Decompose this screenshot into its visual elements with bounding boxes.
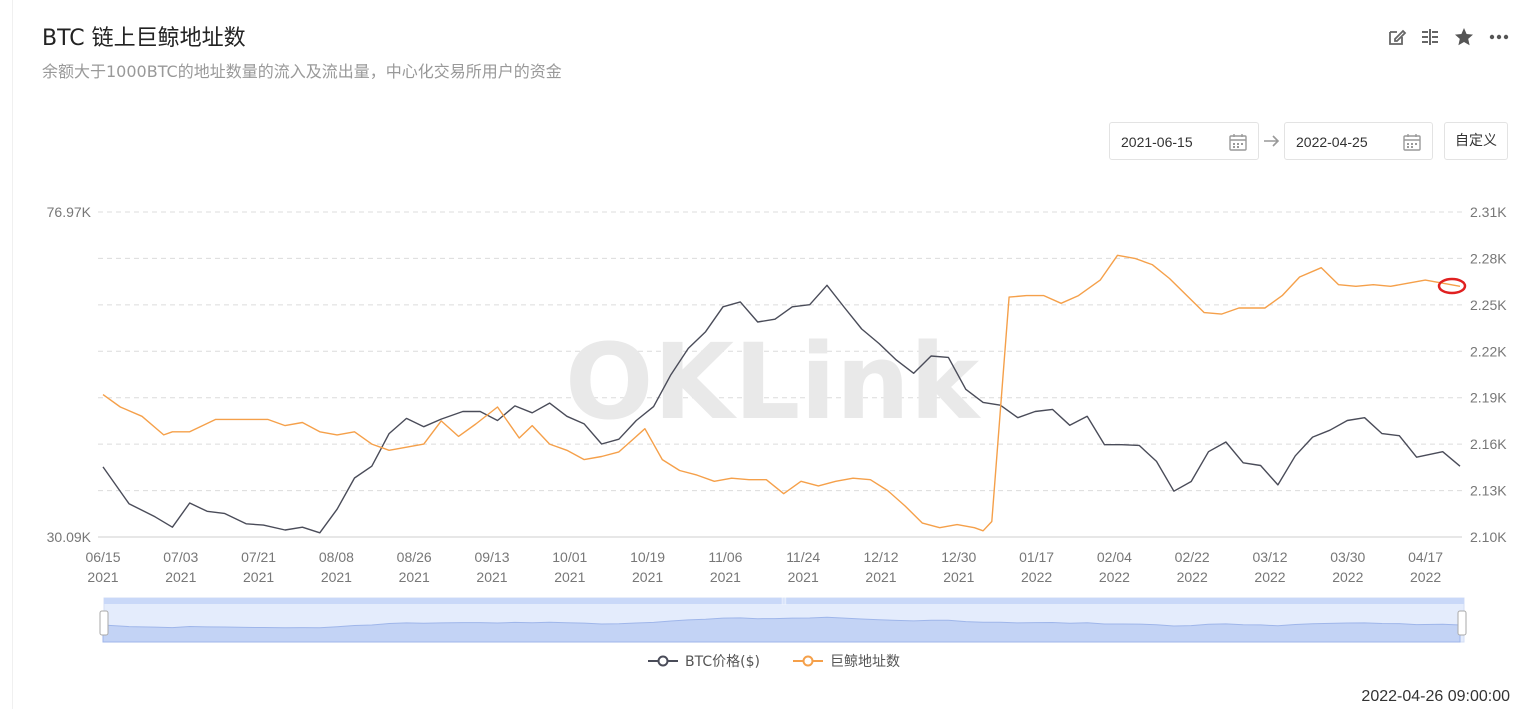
star-icon[interactable]	[1453, 26, 1475, 48]
x-tick-label: 02/22	[1175, 549, 1210, 565]
slider-grip-icon: |||	[781, 598, 787, 605]
x-tick-year: 2021	[243, 569, 274, 585]
right-axis: 2.31K 2.28K 2.25K 2.22K 2.19K 2.16K 2.13K 2.10K	[1470, 204, 1507, 545]
slider-handle[interactable]	[99, 610, 109, 636]
legend-label[interactable]: 巨鲸地址数	[830, 654, 900, 670]
whale-address-line	[102, 254, 1461, 532]
x-tick-year: 2021	[554, 569, 585, 585]
slider-handle[interactable]	[1457, 610, 1467, 636]
x-tick-year: 2021	[87, 569, 118, 585]
chart-toolbar	[1386, 26, 1512, 48]
right-tick-label: 2.28K	[1470, 250, 1507, 266]
compare-icon[interactable]	[1419, 26, 1441, 48]
edit-icon[interactable]	[1386, 26, 1408, 48]
calendar-icon	[1402, 132, 1422, 152]
x-tick-label: 01/17	[1019, 549, 1054, 565]
page-subtitle: 余额大于1000BTC的地址数量的流入及流出量，中心化交易所用户的资金	[42, 62, 562, 81]
x-tick-year: 2021	[632, 569, 663, 585]
left-tick-label: 30.09K	[47, 529, 92, 545]
x-tick-label: 11/24	[786, 549, 820, 565]
calendar-icon	[1228, 132, 1248, 152]
x-tick-label: 12/12	[863, 549, 898, 565]
right-tick-label: 2.31K	[1470, 204, 1507, 220]
highlight-circle	[1437, 277, 1467, 295]
right-tick-label: 2.13K	[1470, 483, 1507, 499]
x-tick-year: 2022	[1021, 569, 1052, 585]
right-tick-label: 2.22K	[1470, 343, 1507, 359]
x-tick-label: 03/12	[1252, 549, 1287, 565]
legend-label[interactable]: BTC价格($)	[685, 654, 760, 670]
x-tick-year: 2021	[476, 569, 507, 585]
x-tick-year: 2022	[1254, 569, 1285, 585]
x-tick-year: 2021	[943, 569, 974, 585]
x-tick-label: 09/13	[474, 549, 509, 565]
more-icon[interactable]	[1488, 26, 1510, 48]
chart-watermark: OKLink	[565, 321, 982, 443]
end-date-input[interactable]: 2022-04-25	[1284, 122, 1433, 160]
x-tick-label: 07/03	[163, 549, 198, 565]
x-tick-year: 2022	[1177, 569, 1208, 585]
x-tick-year: 2022	[1099, 569, 1130, 585]
x-tick-label: 08/26	[397, 549, 432, 565]
x-tick-year: 2022	[1332, 569, 1363, 585]
x-tick-label: 11/06	[708, 549, 742, 565]
x-tick-year: 2022	[1410, 569, 1441, 585]
legend-marker	[657, 655, 669, 667]
left-divider	[12, 0, 13, 709]
end-date-value: 2022-04-25	[1296, 134, 1368, 150]
x-tick-label: 04/17	[1408, 549, 1443, 565]
custom-range-button[interactable]: 自定义	[1444, 122, 1508, 160]
right-tick-label: 2.25K	[1470, 297, 1507, 313]
x-tick-label: 02/04	[1097, 549, 1132, 565]
right-tick-label: 2.10K	[1470, 529, 1507, 545]
right-tick-label: 2.19K	[1470, 390, 1507, 406]
x-tick-year: 2021	[321, 569, 352, 585]
slider-preview	[102, 616, 1461, 643]
chart-legend: BTC价格($) 巨鲸地址数	[648, 654, 900, 670]
btc-price-line	[102, 284, 1461, 534]
update-timestamp: 2022-04-26 09:00:00	[1361, 688, 1510, 705]
x-tick-label: 10/01	[552, 549, 587, 565]
x-tick-label: 03/30	[1330, 549, 1365, 565]
data-zoom-slider[interactable]: |||	[99, 597, 1467, 643]
x-axis: 06/15 2021 07/03 2021 07/21 2021 08/08 2021 08/2…	[85, 549, 1443, 585]
x-tick-label: 06/15	[85, 549, 120, 565]
left-axis: 76.97K 30.09K	[47, 204, 92, 545]
series-layer	[102, 254, 1461, 534]
x-tick-year: 2021	[399, 569, 430, 585]
page-title: BTC 链上巨鲸地址数	[42, 26, 246, 51]
arrow-right-icon	[1262, 131, 1282, 151]
x-tick-label: 07/21	[241, 549, 276, 565]
legend-marker	[802, 655, 814, 667]
x-tick-label: 12/30	[941, 549, 976, 565]
start-date-input[interactable]: 2021-06-15	[1109, 122, 1259, 160]
start-date-value: 2021-06-15	[1121, 134, 1193, 150]
x-tick-year: 2021	[865, 569, 896, 585]
slider-top-bar[interactable]	[104, 598, 1464, 604]
x-tick-year: 2021	[710, 569, 741, 585]
chart-grid	[98, 211, 1462, 538]
left-tick-label: 76.97K	[47, 204, 92, 220]
right-tick-label: 2.16K	[1470, 436, 1507, 452]
x-tick-year: 2021	[165, 569, 196, 585]
x-tick-label: 10/19	[630, 549, 665, 565]
x-tick-year: 2021	[788, 569, 819, 585]
x-tick-label: 08/08	[319, 549, 354, 565]
